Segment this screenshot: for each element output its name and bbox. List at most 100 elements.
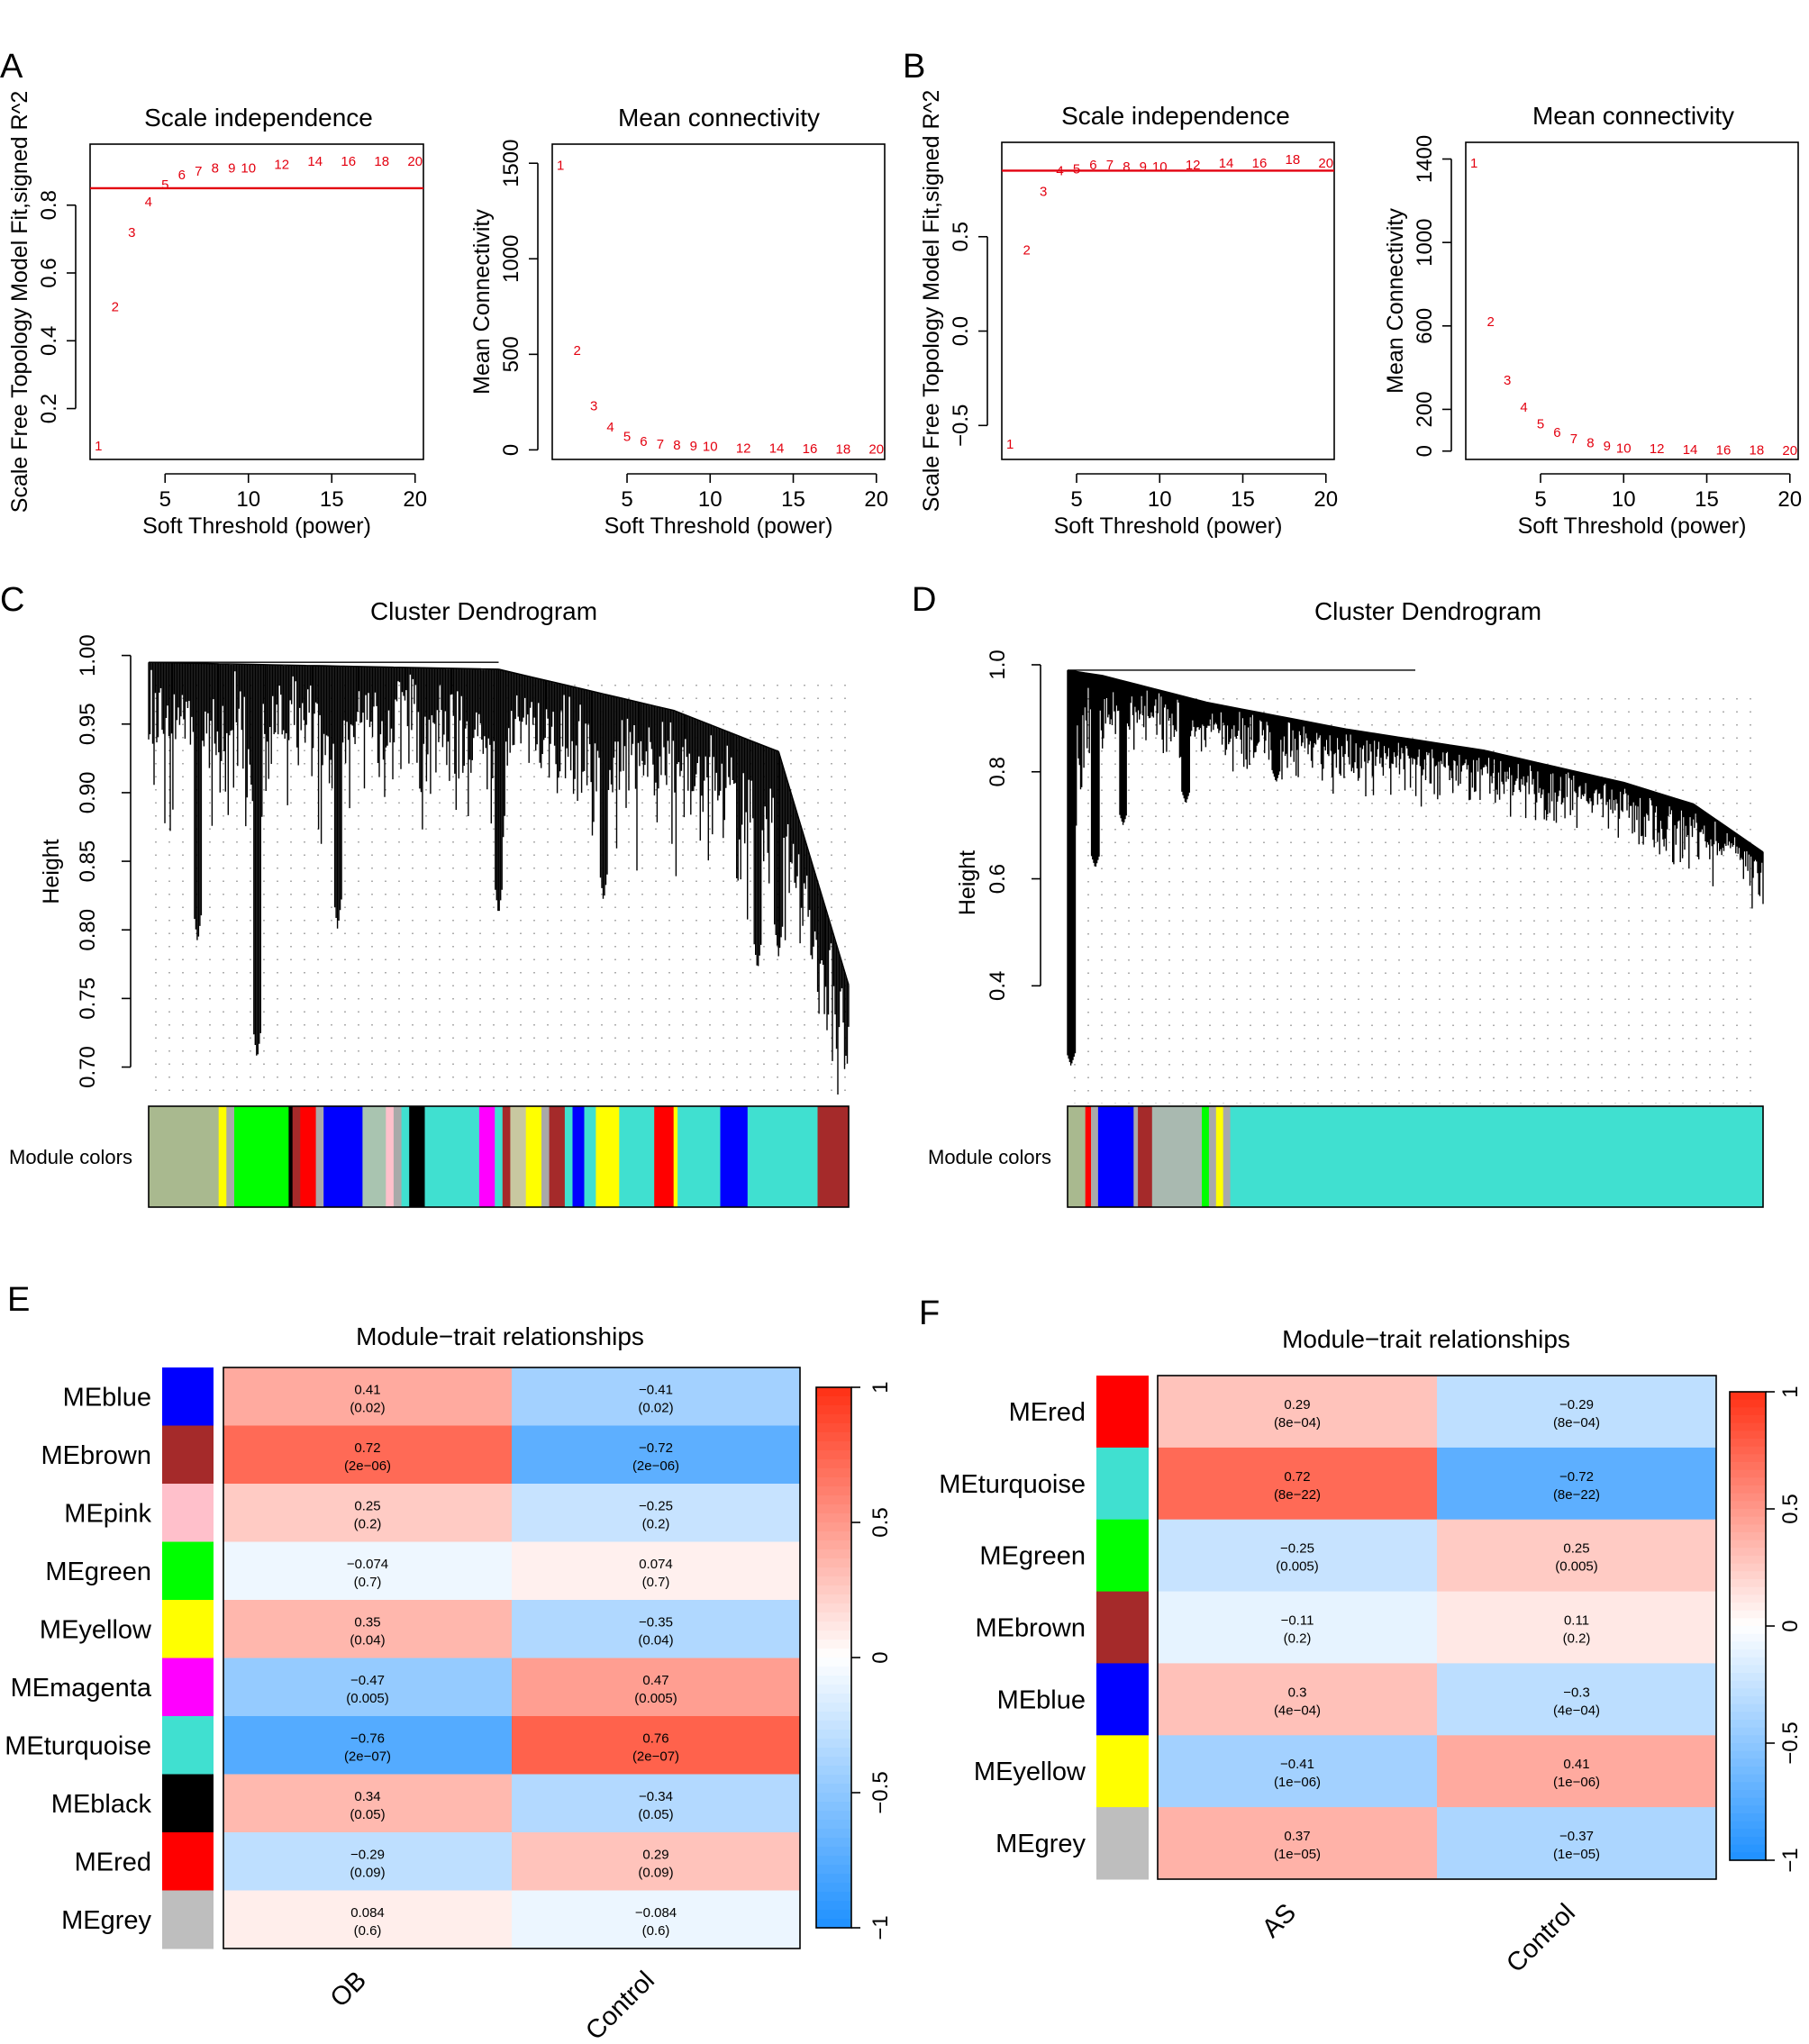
legend-gradient-step — [1730, 1477, 1766, 1486]
module-colors-label: Module colors — [9, 1146, 132, 1168]
cell-pvalue: (8e−04) — [1274, 1415, 1321, 1431]
legend-gradient-step — [816, 1775, 851, 1785]
legend-gradient-step — [816, 1531, 851, 1541]
heatmap-cell — [1437, 1447, 1717, 1521]
point-label: 6 — [178, 168, 186, 183]
module-swatch — [162, 1716, 214, 1775]
legend-gradient-step — [1730, 1767, 1766, 1776]
legend-gradient-step — [1730, 1688, 1766, 1697]
x-tick-label: 20 — [864, 487, 888, 512]
point-label: 12 — [736, 441, 751, 456]
legend-gradient-step — [816, 1856, 851, 1866]
legend-gradient-step — [816, 1640, 851, 1649]
point-label: 2 — [574, 343, 581, 359]
point-label: 14 — [307, 154, 323, 169]
y-tick-label: 0.8 — [986, 757, 1010, 786]
module-color-segment — [149, 1106, 220, 1207]
cell-correlation: 0.29 — [642, 1847, 668, 1862]
legend-gradient-step — [816, 1694, 851, 1703]
y-tick-label: 1000 — [1413, 218, 1437, 266]
legend-gradient-step — [816, 1631, 851, 1640]
cell-pvalue: (0.02) — [638, 1400, 673, 1415]
cell-pvalue: (0.2) — [354, 1516, 382, 1531]
cell-pvalue: (1e−05) — [1274, 1847, 1321, 1862]
point-label: 9 — [1140, 159, 1147, 175]
heatmap-cell — [512, 1890, 801, 1949]
cell-pvalue: (0.7) — [642, 1575, 670, 1590]
y-axis-title: Scale Free Topology Model Fit,signed R^2 — [7, 91, 32, 513]
heatmap-frame — [223, 1367, 801, 1949]
heatmap-cell — [512, 1484, 801, 1542]
cell-correlation: 0.41 — [1563, 1757, 1589, 1772]
y-tick-label: 0.70 — [76, 1046, 100, 1088]
x-axis-title: Soft Threshold (power) — [142, 513, 371, 539]
x-tick-label: 15 — [1231, 487, 1255, 512]
module-swatch — [1096, 1591, 1149, 1664]
y-tick-label: 0.4 — [986, 971, 1010, 1001]
heatmap-cell — [223, 1484, 513, 1542]
point-label: 10 — [703, 440, 718, 455]
legend-gradient-step — [1730, 1805, 1766, 1814]
point-label: 9 — [1604, 439, 1611, 454]
heatmap-cell — [1158, 1591, 1438, 1664]
cell-pvalue: (0.04) — [638, 1632, 673, 1648]
legend-gradient-step — [816, 1486, 851, 1496]
module-color-segment — [1151, 1106, 1203, 1207]
module-color-segment — [1230, 1106, 1764, 1207]
legend-gradient-step — [816, 1612, 851, 1622]
point-label: 6 — [1089, 158, 1096, 173]
point-label: 16 — [341, 154, 356, 169]
row-label: MEturquoise — [5, 1731, 151, 1760]
cell-correlation: −0.37 — [1559, 1829, 1594, 1844]
point-label: 3 — [128, 225, 135, 241]
point-label: 16 — [803, 441, 818, 457]
y-tick-label: 0.4 — [37, 326, 61, 356]
x-tick-label: 20 — [403, 487, 427, 512]
legend-gradient-step — [816, 1919, 851, 1929]
point-label: 14 — [769, 441, 785, 457]
heatmap-cell — [512, 1541, 801, 1601]
module-color-segment — [677, 1106, 722, 1207]
module-color-segment — [720, 1106, 749, 1207]
cell-correlation: 0.72 — [1284, 1469, 1310, 1485]
legend-gradient-step — [1730, 1649, 1766, 1658]
legend-gradient-step — [816, 1540, 851, 1550]
y-tick-label: 0.2 — [37, 394, 61, 423]
point-label: 2 — [1023, 242, 1031, 258]
module-color-segment — [401, 1106, 410, 1207]
y-tick-label: 0.95 — [76, 703, 100, 745]
legend-gradient-step — [816, 1721, 851, 1731]
legend-gradient-step — [816, 1892, 851, 1902]
point-label: 1 — [557, 158, 564, 173]
y-tick-label: 1400 — [1413, 135, 1437, 183]
point-label: 12 — [1186, 158, 1201, 173]
cell-correlation: 0.76 — [642, 1731, 668, 1746]
row-label: MEgrey — [61, 1906, 151, 1935]
y-axis-title: Mean Connectivity — [1383, 208, 1408, 394]
row-label: MEred — [75, 1848, 151, 1876]
module-swatch — [162, 1774, 214, 1833]
module-color-segment — [226, 1106, 235, 1207]
module-color-segment — [288, 1106, 294, 1207]
legend-gradient-step — [1730, 1720, 1766, 1729]
panel-letter-e: E — [7, 1281, 30, 1319]
module-swatch — [162, 1425, 214, 1485]
point-label: 18 — [374, 154, 389, 169]
legend-tick-label: 0.5 — [868, 1507, 893, 1537]
point-label: 3 — [1504, 373, 1511, 388]
module-color-segment — [541, 1106, 550, 1207]
cell-pvalue: (0.2) — [1284, 1631, 1312, 1647]
module-color-bar — [1067, 1105, 1764, 1208]
module-color-segment — [510, 1106, 527, 1207]
heatmap-cell — [1437, 1591, 1717, 1664]
cell-correlation: 0.47 — [642, 1673, 668, 1688]
module-swatch — [1096, 1447, 1149, 1521]
legend-gradient-step — [816, 1802, 851, 1812]
point-label: 8 — [1123, 159, 1130, 175]
module-swatch — [1096, 1663, 1149, 1736]
row-label: MEbrown — [41, 1441, 152, 1470]
panel-letter-c: C — [0, 581, 24, 619]
module-color-segment — [315, 1106, 324, 1207]
legend-tick-label: 0 — [1778, 1620, 1803, 1631]
module-color-segment — [218, 1106, 227, 1207]
